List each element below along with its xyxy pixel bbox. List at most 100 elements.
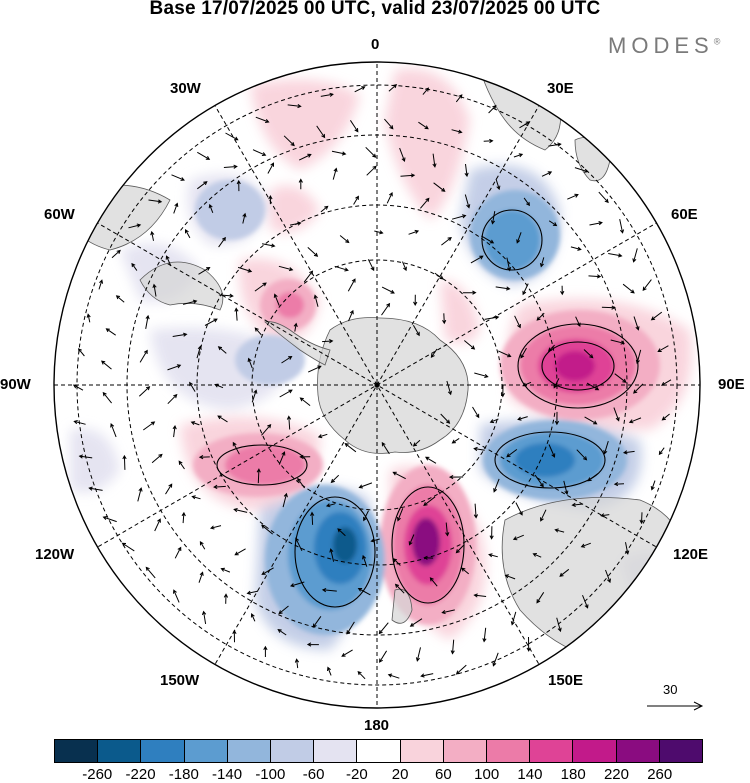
wind-arrow (489, 418, 499, 424)
wind-arrow (536, 312, 545, 321)
wind-arrow (353, 195, 359, 205)
wind-arrow (422, 87, 430, 95)
colorbar-tick-label: 100 (474, 766, 500, 783)
wind-arrow (278, 605, 289, 615)
colorbar-tick-label: -60 (302, 766, 325, 783)
wind-arrow (268, 194, 273, 205)
wind-arrow (131, 262, 138, 271)
wind-arrow (515, 502, 523, 516)
colorbar-segment (313, 740, 357, 762)
wind-arrow (484, 315, 500, 320)
wind-arrow (567, 193, 579, 200)
wind-arrow (420, 197, 430, 209)
wind-arrow (139, 349, 148, 363)
wind-arrow (251, 389, 258, 403)
colorbar-segment (97, 740, 141, 762)
lon-label-90e: 90E (718, 376, 745, 393)
wind-arrow (277, 628, 287, 636)
wind-arrow (172, 424, 177, 438)
wind-arrow (462, 290, 477, 295)
lon-label-60e: 60E (671, 206, 698, 223)
wind-arrow (365, 146, 377, 158)
wind-arrow (451, 129, 463, 134)
wind-arrow (362, 554, 368, 567)
colorbar-tick-label: -20 (346, 766, 368, 783)
wind-arrow (548, 444, 556, 458)
wind-arrow (408, 534, 415, 546)
wind-arrow (498, 350, 512, 358)
wind-arrow (225, 132, 239, 141)
wind-arrow (312, 616, 322, 628)
wind-arrow (98, 279, 104, 290)
wind-arrow (556, 617, 562, 633)
colorbar-tick-label: 220 (603, 766, 629, 783)
wind-arrow (639, 512, 644, 525)
wind-arrow (580, 542, 591, 548)
wind-arrow (455, 94, 463, 103)
wind-arrow (392, 558, 401, 566)
reference-vector-label: 30 (663, 682, 678, 697)
wind-arrow (374, 230, 384, 235)
colorbar-tick-label: 260 (647, 766, 673, 783)
wind-arrow (138, 386, 151, 397)
reference-vector: 30 (663, 682, 677, 697)
wind-arrow (520, 347, 527, 359)
lon-label-120w: 120W (35, 546, 75, 563)
wind-arrow (642, 279, 652, 292)
wind-arrow (482, 627, 487, 643)
wind-arrow (261, 567, 274, 575)
lon-label-180: 180 (364, 717, 390, 734)
wind-arrow (510, 611, 517, 626)
polar-map (53, 61, 701, 709)
wind-arrow (397, 508, 404, 522)
wind-arrow (605, 569, 611, 584)
wind-arrow (327, 666, 332, 676)
colorbar-segment (140, 740, 184, 762)
wind-arrow (473, 446, 485, 452)
wind-arrow (576, 449, 588, 461)
colorbar-tick-label: -100 (255, 766, 286, 783)
wind-arrow (541, 171, 553, 177)
wind-arrow (220, 567, 231, 573)
wind-arrow (316, 125, 326, 139)
colorbar-segment (226, 740, 271, 762)
new-zealand (391, 588, 413, 624)
wind-arrow (254, 327, 262, 336)
wind-arrow (413, 294, 418, 307)
wind-arrow (145, 566, 156, 579)
wind-arrow (461, 567, 470, 575)
wind-arrow (483, 138, 494, 144)
wind-arrow (625, 542, 630, 555)
colorbar-segment (399, 740, 443, 762)
wind-arrow (310, 511, 315, 525)
colorbar-segment (55, 740, 98, 762)
wind-arrow (344, 442, 357, 453)
wind-arrow (185, 228, 191, 239)
wind-arrow (586, 382, 600, 391)
wind-arrow (279, 389, 293, 398)
wind-arrow (610, 339, 626, 345)
wind-arrow (455, 544, 465, 554)
wind-arrow (526, 636, 531, 652)
wind-arrow (500, 384, 505, 398)
wind-arrow (148, 199, 163, 204)
colorbar-tick-label: -180 (168, 766, 199, 783)
wind-arrow (199, 541, 206, 550)
wind-arrow (506, 448, 518, 458)
wind-arrow (412, 439, 421, 447)
wind-arrow (105, 328, 116, 336)
wind-arrow (614, 373, 627, 383)
south-america (139, 261, 224, 311)
wind-arrow (289, 221, 302, 226)
wind-arrow (331, 150, 347, 156)
wind-arrow (399, 147, 406, 162)
colorbar-segment (442, 740, 487, 762)
wind-arrow (470, 255, 484, 264)
wind-arrow (523, 197, 531, 207)
wind-arrow (429, 577, 438, 587)
wind-arrow (267, 162, 274, 174)
wind-arrow (330, 474, 340, 484)
wind-arrow (102, 391, 112, 404)
wind-arrow (384, 118, 394, 130)
wind-arrow (332, 167, 338, 180)
